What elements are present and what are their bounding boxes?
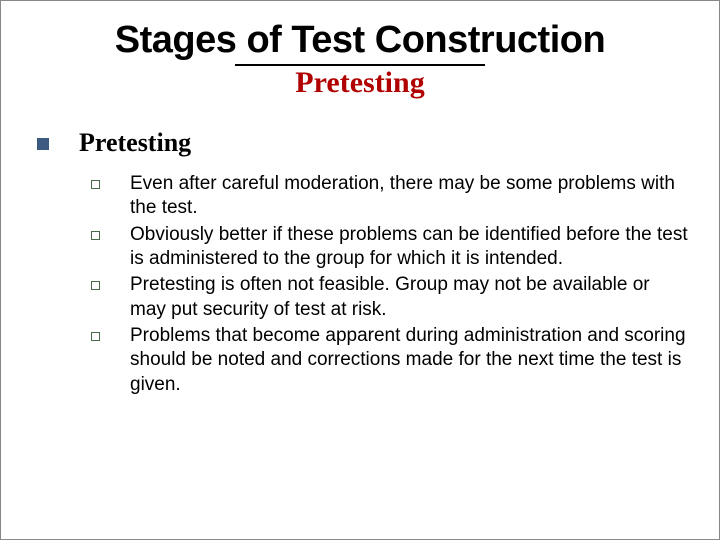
list-item-text: Even after careful moderation, there may… (130, 172, 689, 221)
page-title: Stages of Test Construction (31, 19, 689, 62)
slide: Stages of Test Construction Pretesting P… (1, 1, 719, 539)
list-item: Obviously better if these problems can b… (91, 223, 689, 272)
hollow-square-icon (91, 231, 100, 240)
list-item-text: Problems that become apparent during adm… (130, 324, 689, 397)
filled-square-icon (37, 138, 49, 150)
section-heading-row: Pretesting (37, 128, 689, 158)
hollow-square-icon (91, 281, 100, 290)
list-item-text: Pretesting is often not feasible. Group … (130, 273, 689, 322)
list-item: Pretesting is often not feasible. Group … (91, 273, 689, 322)
section-heading: Pretesting (79, 128, 191, 158)
list-item: Even after careful moderation, there may… (91, 172, 689, 221)
sub-list: Even after careful moderation, there may… (91, 172, 689, 397)
hollow-square-icon (91, 180, 100, 189)
title-block: Stages of Test Construction Pretesting (31, 19, 689, 100)
page-subtitle: Pretesting (235, 64, 484, 100)
list-item-text: Obviously better if these problems can b… (130, 223, 689, 272)
list-item: Problems that become apparent during adm… (91, 324, 689, 397)
hollow-square-icon (91, 332, 100, 341)
